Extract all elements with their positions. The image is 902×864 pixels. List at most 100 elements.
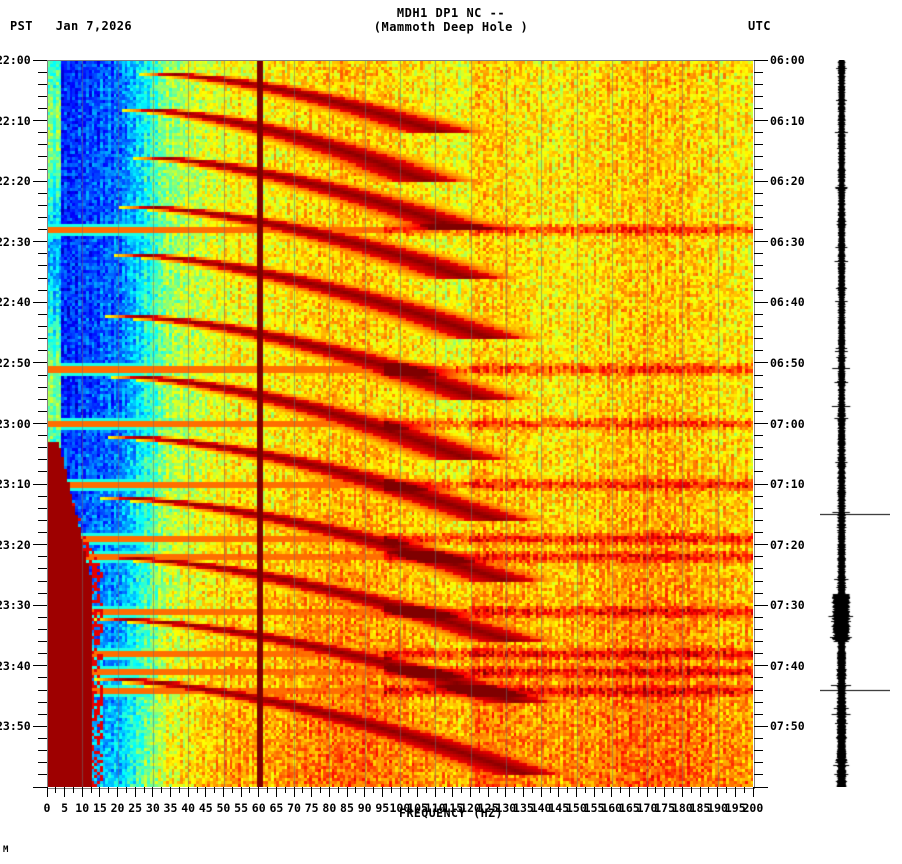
x-axis-tick xyxy=(381,787,383,797)
y-axis-left-minor-tick xyxy=(38,107,47,109)
x-axis-minor-tick xyxy=(125,787,127,793)
y-axis-left-minor-tick xyxy=(38,132,47,134)
y-axis-left-minor-tick xyxy=(38,71,47,73)
y-axis-right-minor-tick xyxy=(754,168,763,170)
y-axis-left-label: 22:30 xyxy=(0,234,31,249)
x-axis-minor-tick xyxy=(390,787,392,793)
y-axis-left-major-tick xyxy=(33,59,47,61)
x-axis-label: 190 xyxy=(707,801,728,815)
y-axis-left-label: 23:30 xyxy=(0,598,31,613)
x-axis-label: 65 xyxy=(269,801,284,815)
x-axis-label: 40 xyxy=(181,801,196,815)
x-axis-tick xyxy=(593,787,595,797)
y-axis-right-major-tick xyxy=(754,362,768,364)
y-axis-left-minor-tick xyxy=(38,628,47,630)
x-axis-label: 35 xyxy=(163,801,178,815)
y-axis-left-minor-tick xyxy=(38,653,47,655)
y-axis-right-label: 06:30 xyxy=(770,234,805,249)
x-axis-minor-tick xyxy=(161,787,163,793)
x-axis-tick xyxy=(717,787,719,797)
y-axis-left-minor-tick xyxy=(38,616,47,618)
x-axis-title: FREQUENCY (HZ) xyxy=(399,806,503,820)
y-axis-left-minor-tick xyxy=(38,495,47,497)
x-axis-tick xyxy=(452,787,454,797)
y-axis-left-minor-tick xyxy=(38,204,47,206)
y-axis-right-minor-tick xyxy=(754,616,763,618)
y-axis-right-minor-tick xyxy=(754,398,763,400)
x-axis-label: 55 xyxy=(234,801,248,815)
x-axis-minor-tick xyxy=(214,787,216,793)
spectrogram-plot[interactable] xyxy=(47,60,753,787)
x-axis-tick xyxy=(399,787,401,797)
x-axis-label: 5 xyxy=(61,801,69,815)
spectrogram-canvas xyxy=(47,60,753,787)
x-axis-minor-tick xyxy=(673,787,675,793)
x-axis-frequency: 0 5 10 15 20 25 30 35 40 45 50 55 60 65 70 75 80 85 90 95 10… xyxy=(44,787,763,827)
y-axis-left-major-tick xyxy=(33,665,47,667)
x-axis-tick xyxy=(417,787,419,797)
y-axis-right-major-tick xyxy=(754,786,768,788)
x-axis-label: 30 xyxy=(145,801,160,815)
y-axis-right-minor-tick xyxy=(754,459,763,461)
y-axis-right-minor-tick xyxy=(754,95,763,97)
y-axis-right-minor-tick xyxy=(754,689,763,691)
y-axis-right-label: 06:00 xyxy=(770,53,805,67)
x-axis-minor-tick xyxy=(425,787,427,793)
y-axis-left-major-tick xyxy=(33,120,47,122)
x-axis-minor-tick xyxy=(302,787,304,793)
x-axis-minor-tick xyxy=(567,787,569,793)
x-axis-tick xyxy=(99,787,101,797)
y-axis-left-minor-tick xyxy=(38,701,47,703)
x-axis-minor-tick xyxy=(549,787,551,793)
x-axis-minor-tick xyxy=(108,787,110,793)
x-axis-tick xyxy=(117,787,119,797)
y-axis-right-label: 07:10 xyxy=(770,477,805,492)
header-timezone-right: UTC xyxy=(748,19,771,33)
y-axis-right-major-tick xyxy=(754,604,768,606)
y-axis-left-minor-tick xyxy=(38,689,47,691)
y-axis-right-major-tick xyxy=(754,120,768,122)
y-axis-left-label: 23:10 xyxy=(0,477,31,492)
x-axis-minor-tick xyxy=(90,787,92,793)
y-axis-right-major-tick xyxy=(754,241,768,243)
x-axis-label: 25 xyxy=(128,801,143,815)
x-axis-tick xyxy=(223,787,224,797)
y-axis-left-major-tick xyxy=(33,604,47,606)
x-axis-label: 50 xyxy=(216,801,231,815)
y-axis-left-label: 23:50 xyxy=(0,719,31,734)
y-axis-left-minor-tick xyxy=(38,641,47,643)
y-axis-left-minor-tick xyxy=(38,386,47,388)
x-axis-minor-tick xyxy=(708,787,710,793)
y-axis-right-minor-tick xyxy=(754,592,763,594)
y-axis-left-minor-tick xyxy=(38,677,47,679)
x-axis-minor-tick xyxy=(178,787,180,793)
x-axis-label: 160 xyxy=(601,801,623,815)
y-axis-right-minor-tick xyxy=(754,507,763,509)
x-axis-label: 100 xyxy=(389,801,411,815)
x-axis-label: 70 xyxy=(287,801,301,815)
y-axis-left-minor-tick xyxy=(38,338,47,340)
y-axis-left-major-tick xyxy=(33,725,47,727)
x-axis-minor-tick xyxy=(443,787,445,793)
x-axis-label: 105 xyxy=(407,801,428,815)
x-axis-tick xyxy=(240,787,242,797)
y-axis-right-major-tick xyxy=(754,725,768,727)
x-axis-tick xyxy=(576,787,577,797)
y-axis-left-minor-tick xyxy=(38,83,47,85)
seismogram-trace-canvas xyxy=(820,60,890,787)
x-axis-tick xyxy=(505,787,507,797)
x-axis-minor-tick xyxy=(514,787,516,793)
y-axis-left-minor-tick xyxy=(38,592,47,594)
y-axis-left-minor-tick xyxy=(38,229,47,231)
header-timezone-date: PST Jan 7,2026 xyxy=(10,19,132,33)
y-axis-right-minor-tick xyxy=(754,677,763,679)
y-axis-left-minor-tick xyxy=(38,144,47,146)
y-axis-left-minor-tick xyxy=(38,713,47,715)
y-axis-right-minor-tick xyxy=(754,253,763,255)
y-axis-right-major-tick xyxy=(754,665,768,667)
x-axis-minor-tick xyxy=(320,787,322,793)
page-title: MDH1 DP1 NC -- xyxy=(396,6,506,20)
y-axis-left-major-tick xyxy=(33,241,47,243)
y-axis-left-minor-tick xyxy=(38,192,47,194)
y-axis-left-minor-tick xyxy=(38,580,47,582)
